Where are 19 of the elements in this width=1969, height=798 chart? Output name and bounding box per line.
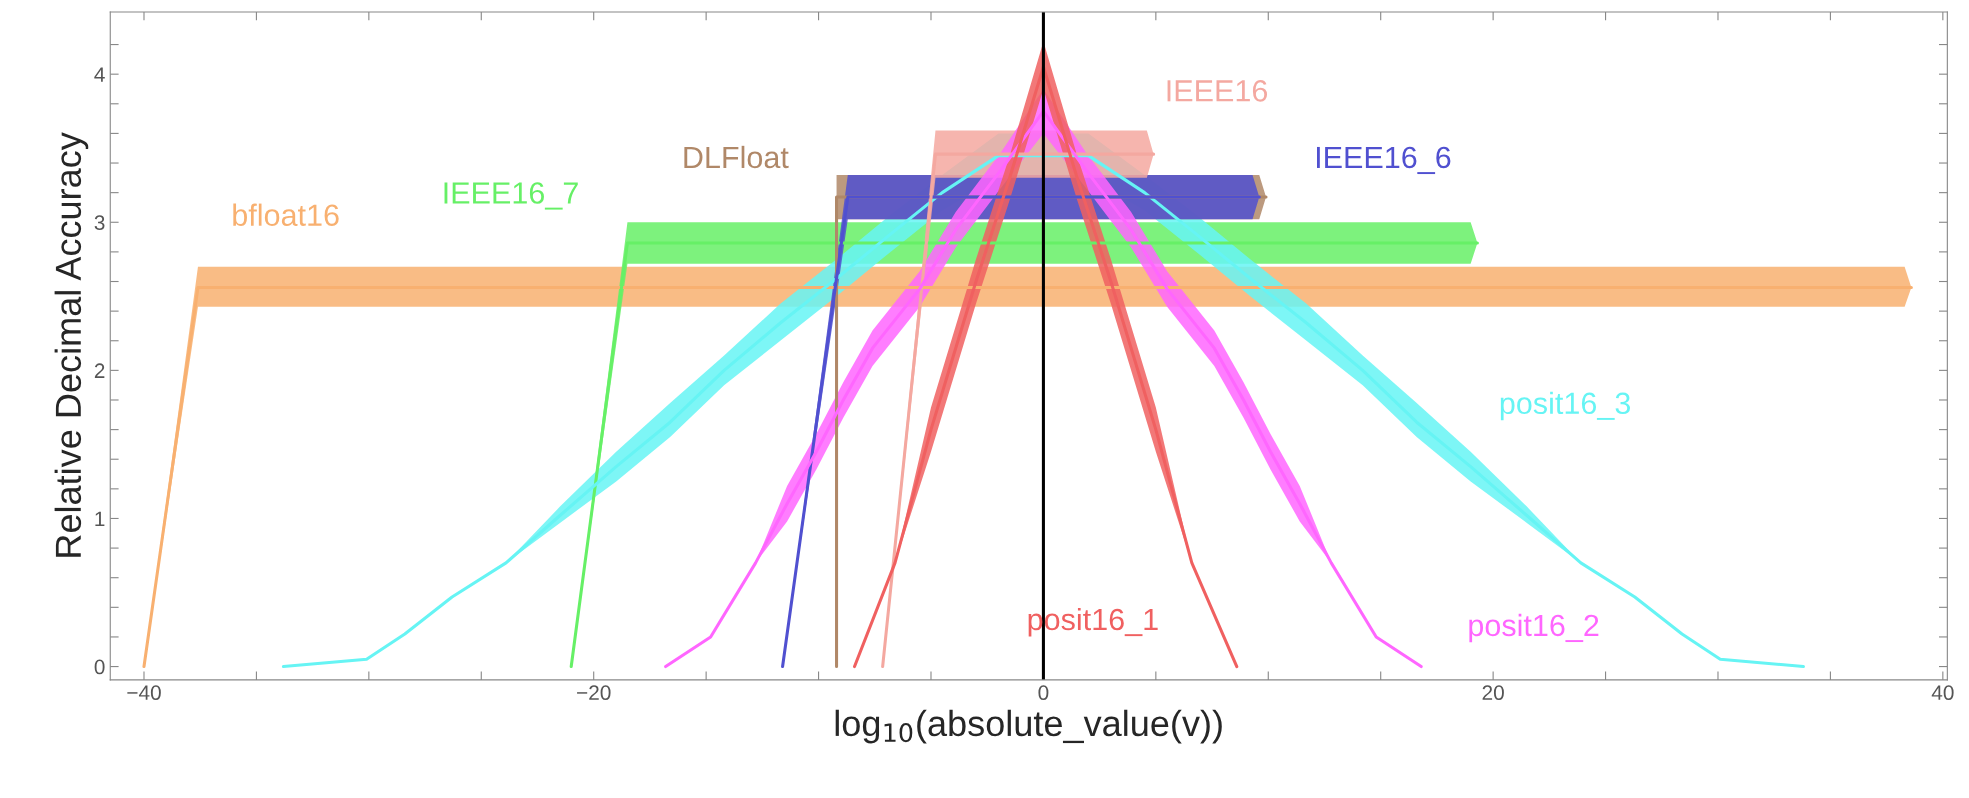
text: IEEE16_6	[1316, 146, 1451, 175]
series-label: posit16_3	[1500, 391, 1631, 421]
x-tick-label: 40	[1931, 685, 1954, 701]
series-label: IEEE16_7	[444, 182, 578, 210]
y-tick-label: 2	[94, 363, 105, 378]
series-label: posit16_2	[1469, 613, 1599, 643]
y-axis-title: Relative Decimal Accuracy	[54, 132, 89, 557]
x-tick-label: −40	[127, 685, 161, 701]
y-tick-label: 1	[95, 511, 105, 527]
y-tick-label: 0	[94, 659, 105, 675]
y-tick-label: 3	[94, 215, 105, 231]
x-tick-label: 0	[1038, 685, 1049, 701]
y-tick-label: 4	[94, 67, 105, 82]
x-tick-label: −20	[577, 685, 611, 701]
series-label: DLFloat	[684, 145, 789, 169]
x-axis-title: log$_{10}$(absolute_value(v))	[835, 709, 1222, 744]
series-label: IEEE16	[1167, 79, 1268, 102]
text: bfloat16	[233, 203, 339, 227]
x-tick-label: 20	[1482, 685, 1504, 701]
